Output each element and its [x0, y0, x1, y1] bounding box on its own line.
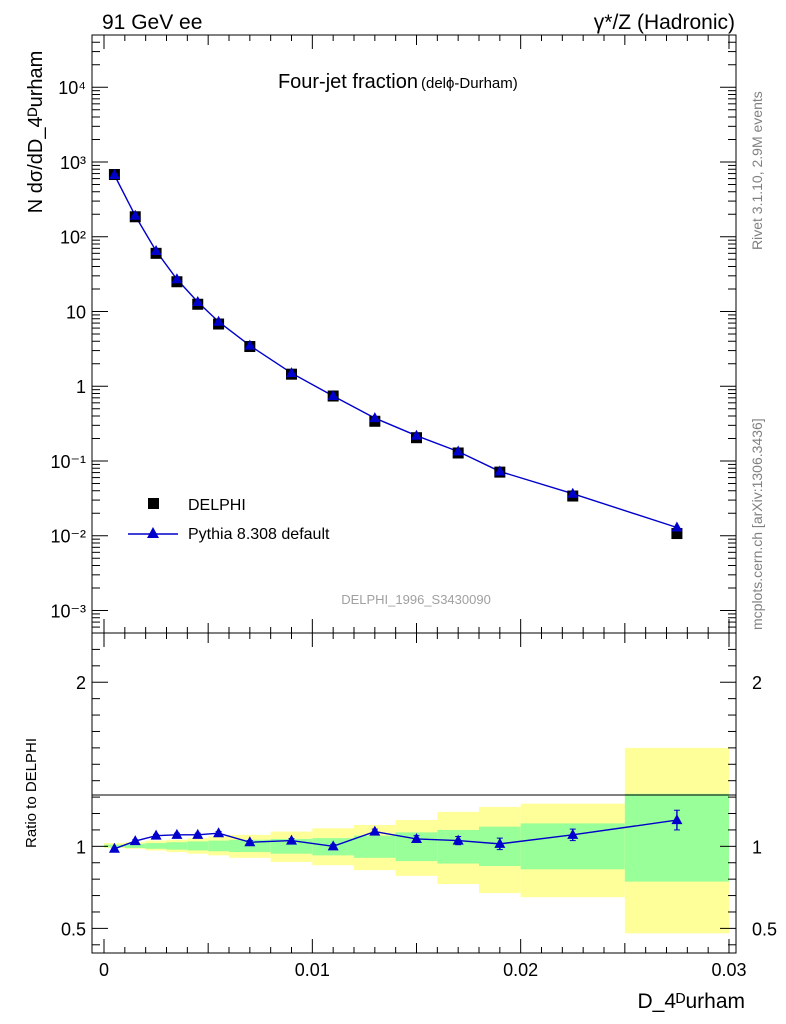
y-tick-label: 10⁻²	[50, 527, 86, 547]
ratio-point	[369, 825, 381, 836]
x-tick-label: 0	[99, 960, 109, 980]
mcplots-label: mcplots.cern.ch [arXiv:1306.3436]	[749, 418, 765, 630]
pythia-point	[244, 339, 256, 350]
legend-marker-delphi	[148, 498, 159, 509]
ratio-panel: 0.5 0.51 12 20 0.01 0.02 0.03 Ratio to DELPHI …	[23, 632, 777, 1013]
pythia-point	[213, 315, 225, 326]
ratio-point	[129, 835, 141, 846]
pythia-point	[171, 273, 183, 284]
ratio-y-tick-label: 0.5	[61, 919, 86, 939]
y-tick-label: 1	[76, 377, 86, 397]
pythia-point	[452, 445, 464, 456]
ratio-y-tick-label-right: 2	[752, 673, 762, 693]
pythia-point	[108, 168, 120, 179]
ratio-ticks: 0.5 0.5 1 1 2 2 0 0.01 0.02 0.03	[61, 633, 777, 980]
main-title-subscript: (delϕ-Durham)	[421, 75, 518, 92]
y-tick-label: 10⁻³	[50, 601, 86, 621]
main-title: Four-jet fraction	[278, 71, 418, 93]
main-y-ticks: 10⁻³ 10⁻² 10⁻¹ 1 10 10² 10³ 10⁴	[50, 34, 736, 634]
y-tick-label: 10²	[60, 228, 86, 248]
ratio-point	[244, 836, 256, 847]
ratio-point	[494, 837, 506, 848]
ratio-point	[108, 842, 120, 853]
y-tick-label: 10⁴	[58, 78, 86, 98]
uncertainty-band-inner	[208, 840, 229, 852]
uncertainty-band-inner	[124, 843, 146, 848]
ratio-y-axis-label: Ratio to DELPHI	[23, 738, 40, 848]
ratio-point	[327, 840, 339, 851]
main-y-axis-label: N dσ/dD_4ᴰurham	[25, 51, 47, 214]
ratio-point	[213, 827, 225, 838]
y-tick-label: 10⁻¹	[50, 452, 86, 472]
ratio-y-tick-label-right: 1	[752, 837, 762, 857]
ratio-point	[671, 814, 683, 825]
pythia-point	[671, 521, 683, 532]
uncertainty-band-inner	[624, 793, 729, 882]
pythia-point	[327, 390, 339, 401]
rivet-version-label: Rivet 3.1.10, 2.9M events	[749, 91, 765, 250]
ratio-frame	[91, 632, 737, 954]
header-right: γ*/Z (Hadronic)	[594, 11, 735, 34]
uncertainty-band-inner	[166, 842, 188, 850]
ratio-point	[411, 832, 422, 843]
x-tick-label: 0.02	[503, 960, 538, 980]
legend-label-pythia: Pythia 8.308 default	[188, 526, 330, 543]
uncertainty-band-inner	[145, 843, 167, 849]
ratio-y-tick-label: 1	[76, 837, 86, 857]
pythia-point	[129, 209, 141, 220]
x-tick-label: 0.03	[711, 960, 746, 980]
pythia-point	[192, 295, 204, 306]
ratio-point	[452, 834, 464, 845]
main-frame	[91, 34, 737, 634]
pythia-point	[150, 244, 162, 255]
ratio-point	[192, 828, 204, 839]
pythia-point	[567, 487, 579, 498]
legend: DELPHI Pythia 8.308 default	[128, 497, 330, 543]
ratio-point	[171, 828, 183, 839]
ratio-point	[286, 834, 297, 845]
header-left: 91 GeV ee	[102, 11, 202, 34]
ratio-series	[108, 809, 683, 853]
y-tick-label: 10	[66, 302, 86, 322]
ratio-point	[150, 829, 162, 840]
ratio-point	[567, 828, 579, 839]
pythia-point	[369, 412, 381, 423]
main-series	[108, 168, 683, 540]
uncertainty-band-inner	[354, 835, 396, 858]
uncertainty-band-inner	[187, 841, 209, 851]
pythia-point	[494, 465, 506, 476]
pythia-line	[113, 174, 678, 529]
legend-marker-pythia	[147, 527, 159, 538]
x-axis-label: D_4ᴰurham	[638, 990, 745, 1013]
x-tick-label: 0.01	[295, 960, 330, 980]
pythia-point	[411, 429, 422, 440]
legend-label-delphi: DELPHI	[188, 497, 246, 514]
main-panel: 10⁻³ 10⁻² 10⁻¹ 1 10 10² 10³ 10⁴ Four-jet fracti…	[25, 34, 737, 634]
delphi-point	[671, 528, 683, 540]
pythia-point	[286, 367, 297, 378]
y-tick-label: 10³	[60, 153, 86, 173]
ratio-bands	[104, 747, 729, 934]
ratio-y-tick-label-right: 0.5	[752, 919, 777, 939]
ratio-y-tick-label: 2	[76, 673, 86, 693]
watermark: DELPHI_1996_S3430090	[341, 592, 491, 607]
